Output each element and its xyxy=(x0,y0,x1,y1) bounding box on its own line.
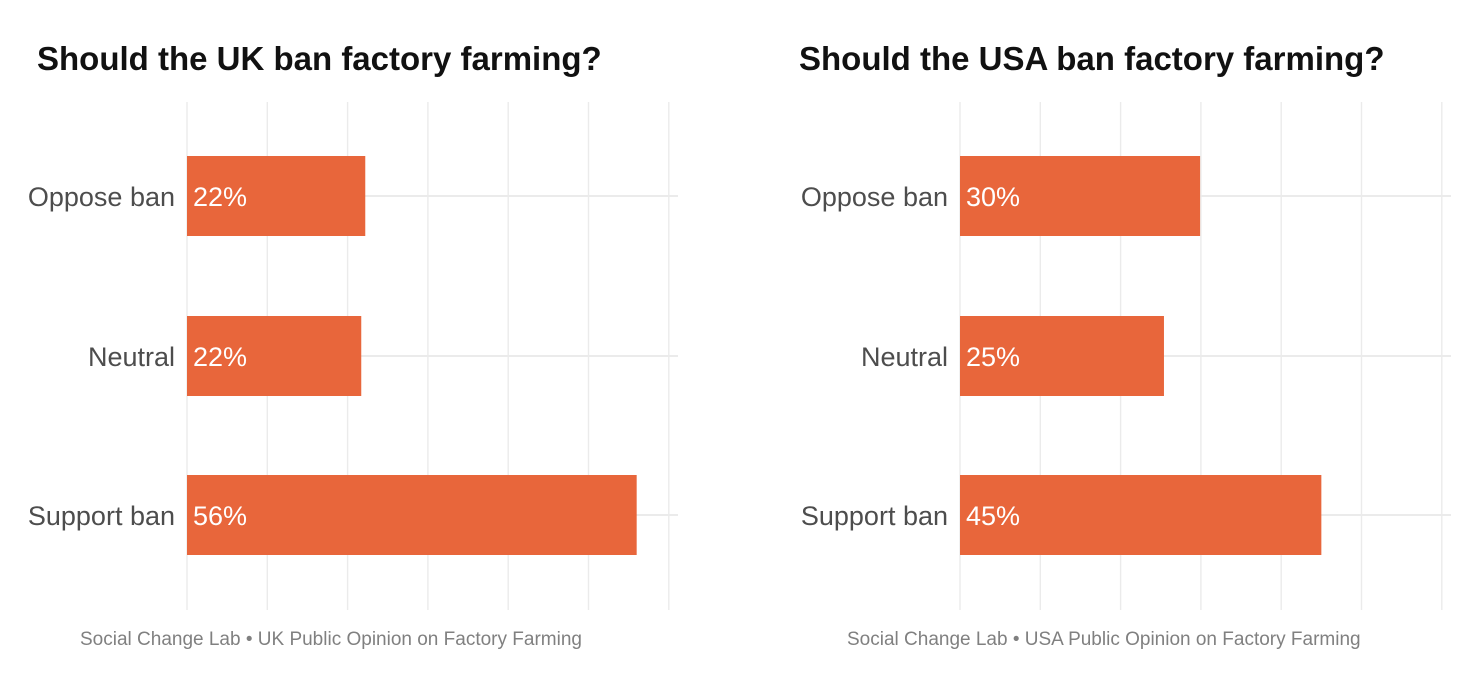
usa-bar-neutral xyxy=(960,316,1164,396)
usa-bar-oppose-ban xyxy=(960,156,1201,236)
uk-chart-panel: Oppose ban 22% Neutral 22% Support ban 56% Sh… xyxy=(0,0,736,698)
uk-bar-value-label: 22% xyxy=(193,342,247,372)
usa-bar-value-label: 30% xyxy=(966,182,1020,212)
uk-bar-value-label: 56% xyxy=(193,501,247,531)
usa-chart-caption: Social Change Lab • USA Public Opinion o… xyxy=(847,629,1361,650)
uk-category-label: Oppose ban xyxy=(28,182,175,212)
uk-category-label: Support ban xyxy=(28,501,175,531)
usa-bar-value-label: 25% xyxy=(966,342,1020,372)
usa-category-label: Oppose ban xyxy=(801,182,948,212)
usa-bar-value-label: 45% xyxy=(966,501,1020,531)
uk-bar-support-ban xyxy=(187,475,637,555)
uk-bar-oppose-ban xyxy=(187,156,366,236)
usa-chart-title: Should the USA ban factory farming? xyxy=(799,40,1385,77)
usa-category-label: Support ban xyxy=(801,501,948,531)
uk-chart-caption: Social Change Lab • UK Public Opinion on… xyxy=(80,629,582,650)
uk-bar-neutral xyxy=(187,316,362,396)
uk-bar-value-label: 22% xyxy=(193,182,247,212)
uk-category-label: Neutral xyxy=(88,342,175,372)
usa-bar-support-ban xyxy=(960,475,1322,555)
uk-chart-plot: Oppose ban 22% Neutral 22% Support ban 56% xyxy=(28,102,678,610)
usa-category-label: Neutral xyxy=(861,342,948,372)
usa-chart-panel: Oppose ban 30% Neutral 25% Support ban 45% Sh… xyxy=(736,0,1472,698)
uk-chart-title: Should the UK ban factory farming? xyxy=(37,40,602,77)
usa-chart-plot: Oppose ban 30% Neutral 25% Support ban 45% xyxy=(801,102,1451,610)
